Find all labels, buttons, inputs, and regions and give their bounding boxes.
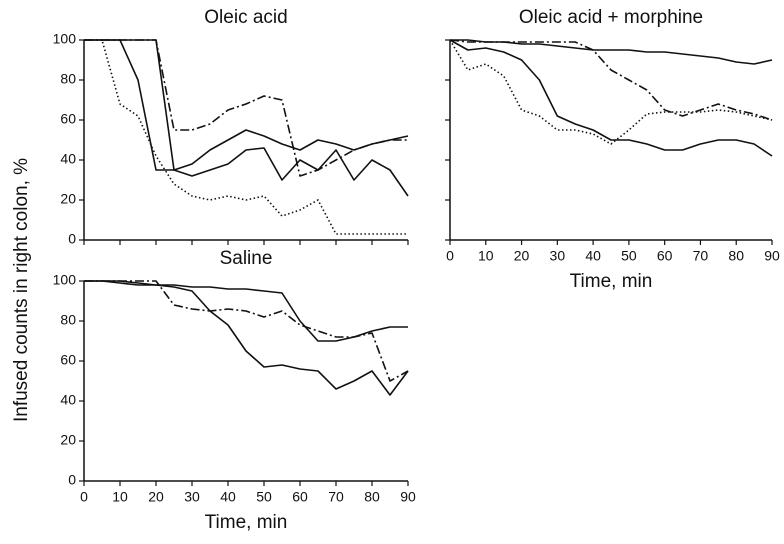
x-tick-label: 30 <box>184 489 200 505</box>
y-tick-label: 100 <box>53 272 77 288</box>
y-tick-label: 0 <box>68 472 76 488</box>
x-tick-label: 70 <box>693 248 709 264</box>
y-tick-label: 20 <box>60 191 76 207</box>
data-line <box>84 280 408 342</box>
y-tick-label: 40 <box>60 392 76 408</box>
chart-title: Oleic acid <box>204 7 287 28</box>
data-line <box>84 39 409 171</box>
y-tick-label: 20 <box>60 432 76 448</box>
x-tick-label: 10 <box>478 248 494 264</box>
data-line <box>449 39 773 145</box>
data-line <box>449 39 773 157</box>
y-axis-label: Infused counts in right colon, % <box>11 158 32 422</box>
x-axis-label: Time, min <box>570 271 653 292</box>
data-line <box>84 280 409 396</box>
y-tick-label: 0 <box>68 231 76 247</box>
x-tick-label: 70 <box>328 489 344 505</box>
y-tick-label: 100 <box>53 31 77 47</box>
chart-title: Oleic acid + morphine <box>519 7 703 28</box>
x-tick-label: 0 <box>80 489 88 505</box>
x-tick-label: 90 <box>764 248 780 264</box>
x-tick-label: 90 <box>400 489 416 505</box>
x-tick-label: 20 <box>514 248 530 264</box>
chart-title: Saline <box>220 248 273 269</box>
x-tick-label: 10 <box>112 489 128 505</box>
data-line <box>449 39 773 121</box>
y-tick-label: 60 <box>60 111 76 127</box>
y-tick-label: 80 <box>60 312 76 328</box>
x-tick-label: 50 <box>256 489 272 505</box>
x-axis-label: Time, min <box>205 512 288 533</box>
x-tick-label: 40 <box>585 248 601 264</box>
y-tick-label: 80 <box>60 71 76 87</box>
data-line <box>84 39 408 177</box>
x-tick-label: 0 <box>446 248 454 264</box>
x-tick-label: 40 <box>220 489 236 505</box>
x-tick-label: 60 <box>657 248 673 264</box>
x-tick-label: 30 <box>550 248 566 264</box>
data-line <box>84 39 408 235</box>
y-tick-label: 40 <box>60 151 76 167</box>
x-tick-label: 20 <box>148 489 164 505</box>
y-tick-label: 60 <box>60 352 76 368</box>
x-tick-label: 50 <box>621 248 637 264</box>
x-tick-label: 80 <box>364 489 380 505</box>
x-tick-label: 60 <box>292 489 308 505</box>
x-tick-label: 80 <box>728 248 744 264</box>
